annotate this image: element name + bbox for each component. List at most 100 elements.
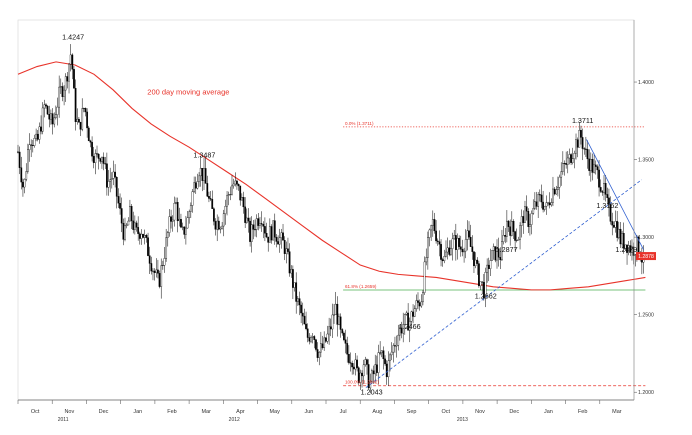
candle-body xyxy=(211,199,214,209)
candle-body xyxy=(82,108,85,110)
candle-body xyxy=(262,224,265,227)
candle-body xyxy=(71,54,74,70)
candle-body xyxy=(96,153,98,155)
candle-body xyxy=(494,246,497,261)
candle-body xyxy=(514,231,516,241)
candle-body xyxy=(50,113,52,120)
candle-body xyxy=(194,182,197,189)
year-label: 2011 xyxy=(58,417,69,423)
candle-body xyxy=(629,245,632,253)
candle-body xyxy=(525,206,528,212)
candle-body xyxy=(451,238,454,249)
candle-body xyxy=(41,107,44,132)
candle-body xyxy=(277,241,279,245)
candle-body xyxy=(622,233,625,249)
candle-body xyxy=(97,153,100,159)
candle-body xyxy=(219,228,222,230)
candle-body xyxy=(410,311,413,322)
candle-body xyxy=(626,244,628,253)
candle-body xyxy=(204,168,207,184)
candle-body xyxy=(435,230,437,242)
candle-body xyxy=(323,337,326,349)
candle-body xyxy=(422,292,424,303)
candle-body xyxy=(23,179,26,188)
candle-body xyxy=(491,250,493,261)
candle-body xyxy=(329,326,332,330)
candle-body xyxy=(170,216,172,222)
candle-body xyxy=(533,201,536,209)
candle-body xyxy=(474,259,477,267)
candle-body xyxy=(158,273,161,287)
candle-body xyxy=(382,350,385,360)
trendline xyxy=(365,179,642,388)
candle-body xyxy=(611,221,614,226)
candle-body xyxy=(627,245,630,253)
candle-body xyxy=(28,144,31,150)
chart-grid xyxy=(17,19,635,401)
candle-body xyxy=(76,118,79,123)
candle-body xyxy=(542,201,544,210)
candle-body xyxy=(51,113,54,125)
candle-body xyxy=(436,240,439,242)
candle-body xyxy=(517,239,520,241)
candle-body xyxy=(598,169,600,188)
candle-body xyxy=(341,329,344,334)
candle-body xyxy=(125,224,128,227)
candle-body xyxy=(247,217,250,222)
candle-body xyxy=(112,171,115,179)
candle-body xyxy=(260,223,263,225)
candle-body xyxy=(613,224,615,228)
candle-body xyxy=(413,308,416,317)
candle-body xyxy=(280,232,283,238)
candle-body xyxy=(298,298,301,306)
candle-body xyxy=(512,220,515,232)
x-tick-label: May xyxy=(269,409,280,415)
candle-body xyxy=(346,343,349,355)
candle-body xyxy=(306,328,309,338)
candle-body xyxy=(124,225,126,240)
candle-body xyxy=(115,176,118,197)
candle-body xyxy=(58,86,61,108)
candle-body xyxy=(206,183,209,197)
candle-body xyxy=(104,163,107,165)
candle-body xyxy=(352,366,355,370)
candle-body xyxy=(38,126,41,140)
candle-body xyxy=(425,257,428,263)
candle-body xyxy=(20,167,23,183)
candle-body xyxy=(117,196,120,204)
candle-body xyxy=(36,133,39,140)
candle-body xyxy=(596,166,599,171)
candle-body xyxy=(456,238,459,250)
candle-body xyxy=(232,183,235,187)
candle-body xyxy=(127,220,130,226)
x-tick-label: Sep xyxy=(407,409,417,415)
candle-body xyxy=(334,303,337,315)
candle-body xyxy=(303,315,306,325)
candle-body xyxy=(272,220,275,241)
candle-body xyxy=(608,197,610,205)
candle-body xyxy=(120,208,123,224)
candlestick-series xyxy=(17,44,645,394)
candle-body xyxy=(166,232,169,238)
candle-body xyxy=(349,362,352,364)
candle-body xyxy=(385,363,388,378)
candle-body xyxy=(609,204,612,222)
candle-body xyxy=(54,114,57,119)
candle-body xyxy=(33,138,36,146)
candle-body xyxy=(557,187,559,191)
candle-body xyxy=(234,180,237,185)
candle-body xyxy=(224,205,227,214)
candle-body xyxy=(236,180,238,185)
candle-body xyxy=(580,130,582,138)
candle-body xyxy=(240,197,243,201)
candle-body xyxy=(566,157,569,165)
candle-body xyxy=(301,312,304,317)
candle-body xyxy=(471,246,474,252)
candle-body xyxy=(239,185,242,201)
candle-body xyxy=(221,225,223,229)
candle-body xyxy=(418,302,421,307)
candle-body xyxy=(561,163,564,172)
candle-body xyxy=(43,104,46,109)
candle-body xyxy=(463,250,465,253)
candle-body xyxy=(576,139,579,148)
